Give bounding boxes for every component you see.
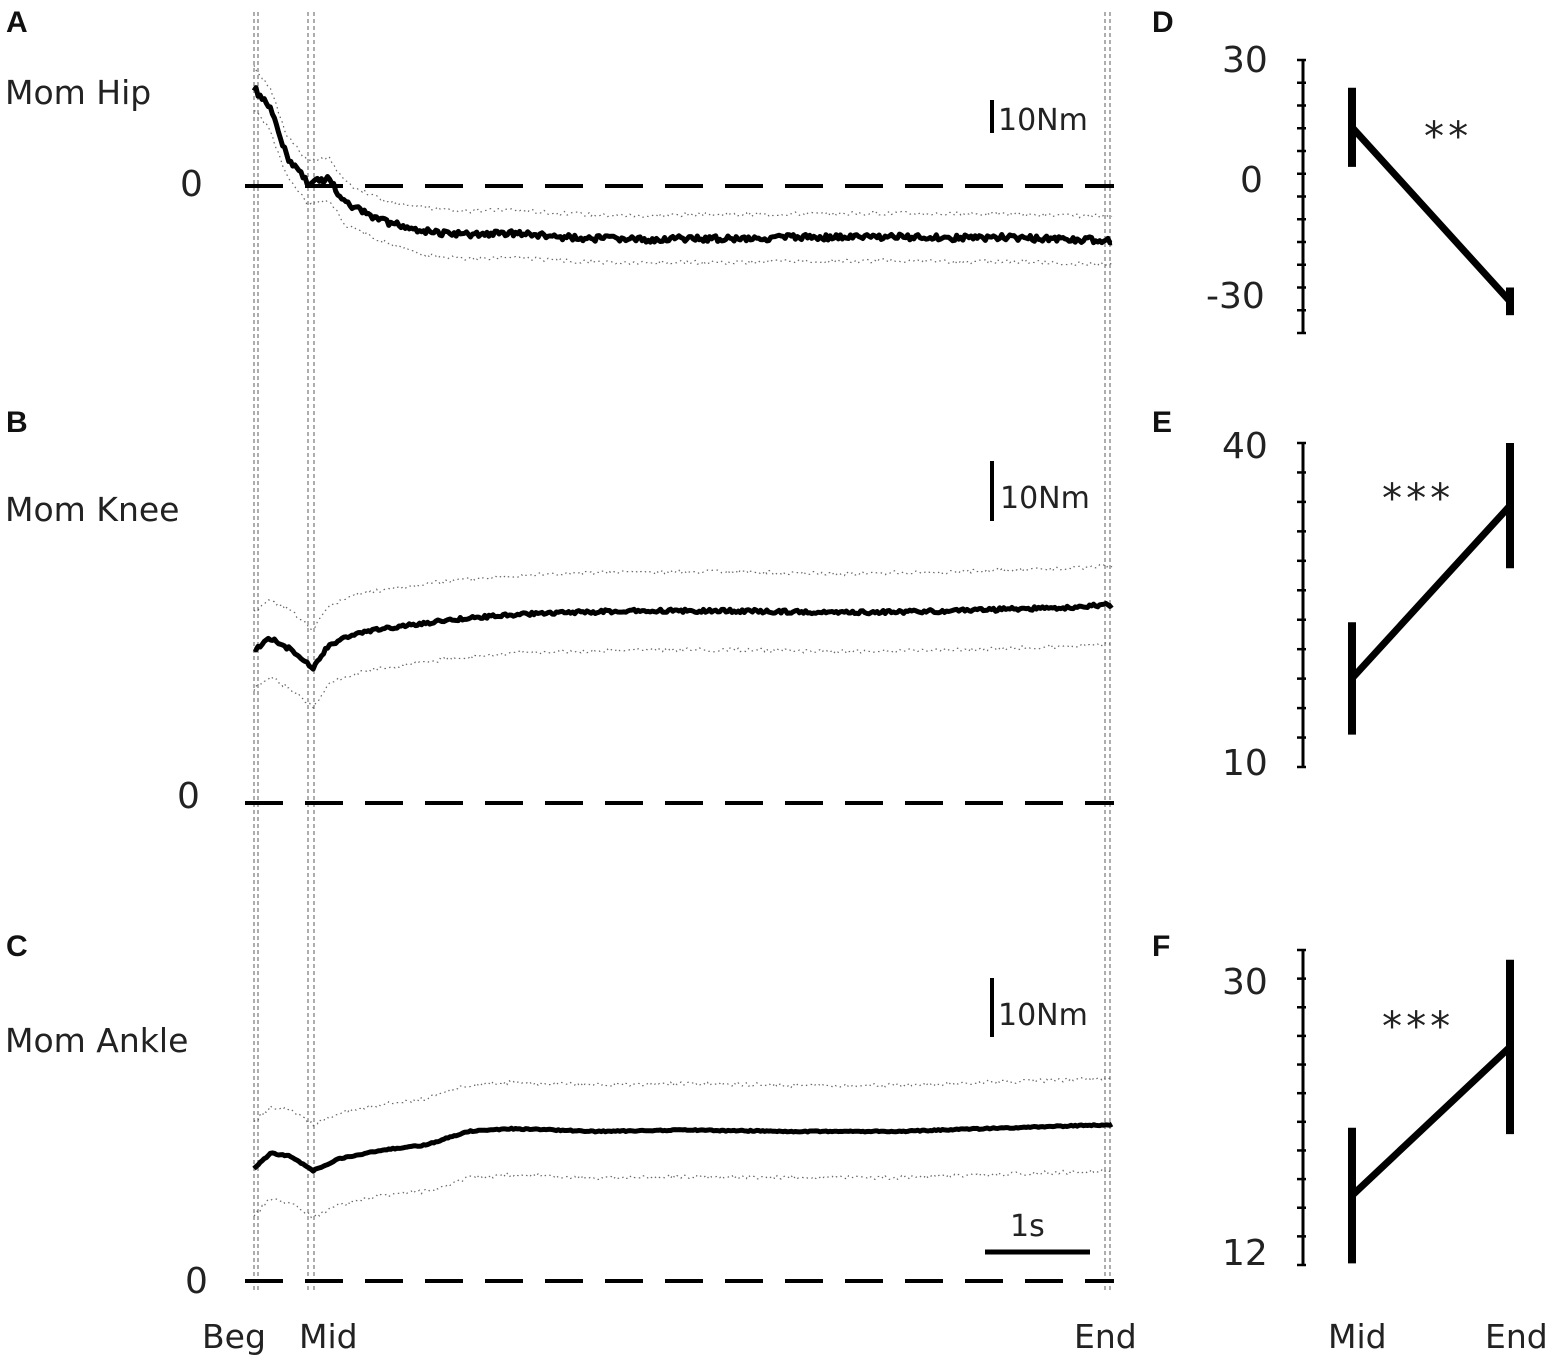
mean-line-d [1349,124,1513,304]
time-scale-bar-label: 1s [1010,1209,1045,1244]
significance-f: *** [1380,1004,1452,1050]
mean-trace-1 [252,600,1114,672]
zero-label-ankle: 0 [185,1261,208,1302]
sd-upper-2 [253,1076,1113,1127]
trace-title-knee: Mom Knee [5,490,179,529]
y-tick-e-top: 40 [1222,426,1268,467]
y-tick-f-top: 30 [1222,962,1268,1003]
mean-line-f [1349,1044,1513,1199]
scale-bar-label-ankle: 10Nm [998,998,1088,1033]
mean-trace-2 [252,1121,1114,1174]
y-tick-e-bottom: 10 [1222,743,1268,784]
category-label-end: End [1485,1317,1548,1356]
y-tick-d-top: 30 [1222,40,1268,81]
panel-label-f: F [1152,930,1170,963]
y-tick-d-bottom: -30 [1206,276,1265,317]
panel-label-e: E [1152,406,1172,439]
y-tick-f-bottom: 12 [1222,1233,1268,1274]
panel-label-b: B [6,406,28,439]
y-tick-d-mid: 0 [1240,160,1263,201]
sd-upper-0 [253,65,1113,219]
sd-upper-1 [253,563,1113,630]
panel-label-d: D [1152,6,1174,39]
marker-label-beg: Beg [202,1317,266,1356]
mean-line-e [1349,503,1513,681]
zero-label-hip: 0 [180,164,203,205]
mean-trace-0 [251,85,1113,246]
category-label-mid: Mid [1328,1317,1387,1356]
marker-label-end: End [1074,1317,1137,1356]
scale-bar-label-knee: 10Nm [1000,481,1090,516]
panel-label-c: C [6,930,28,963]
marker-label-mid: Mid [299,1317,358,1356]
scale-bar-label-hip: 10Nm [998,103,1088,138]
significance-e: *** [1380,476,1452,522]
zero-label-knee: 0 [177,776,200,817]
trace-title-ankle: Mom Ankle [5,1021,188,1060]
sd-lower-2 [253,1168,1113,1219]
significance-d: ** [1422,114,1470,160]
trace-title-hip: Mom Hip [5,73,151,112]
panel-label-a: A [6,6,28,39]
sd-lower-1 [253,641,1113,709]
